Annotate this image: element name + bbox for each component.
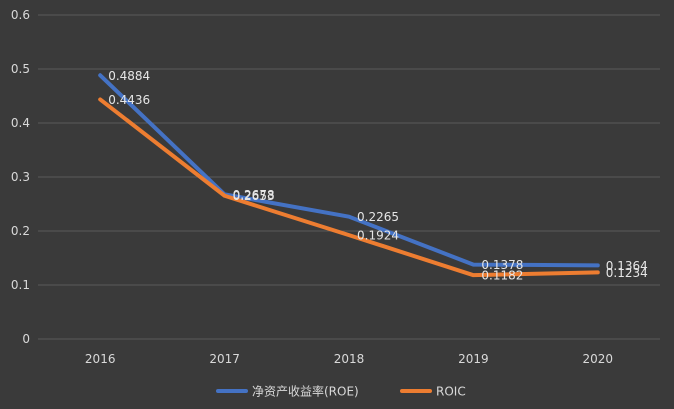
y-tick-label: 0.1 (11, 278, 30, 292)
data-label-roic: 0.1924 (357, 229, 399, 243)
data-label-roic: 0.2653 (233, 189, 275, 203)
gridlines (38, 14, 660, 340)
legend-label-roic: ROIC (436, 385, 466, 399)
data-label-roic: 0.1182 (481, 269, 523, 283)
data-labels: 0.4884 0.2678 0.2265 0.1378 0.1364 0.4436 0.26… (108, 69, 648, 283)
series-lines (98, 73, 600, 278)
y-axis-tick-labels: 0 0.1 0.2 0.3 0.4 0.5 0.6 (11, 8, 30, 346)
x-tick-label: 2020 (583, 352, 614, 366)
x-tick-label: 2017 (209, 352, 240, 366)
data-label-roe: 0.1378 (481, 258, 523, 272)
y-tick-label: 0.4 (11, 116, 30, 130)
data-label-roe: 0.2678 (233, 188, 275, 202)
y-tick-label: 0.3 (11, 170, 30, 184)
y-tick-label: 0 (22, 332, 30, 346)
data-label-roe: 0.4884 (108, 69, 150, 83)
x-tick-label: 2018 (334, 352, 365, 366)
legend-label-roe: 净资产收益率(ROE) (252, 384, 359, 399)
data-label-roe: 0.2265 (357, 210, 399, 224)
y-tick-label: 0.5 (11, 62, 30, 76)
data-label-roe: 0.1364 (606, 259, 648, 273)
x-axis-tick-labels: 2016 2017 2018 2019 2020 (85, 352, 613, 366)
legend: 净资产收益率(ROE) ROIC (216, 384, 466, 399)
data-label-roic: 0.1234 (606, 266, 648, 280)
y-tick-label: 0.6 (11, 8, 30, 22)
y-tick-label: 0.2 (11, 224, 30, 238)
x-tick-label: 2016 (85, 352, 116, 366)
data-label-roic: 0.4436 (108, 93, 150, 107)
x-tick-label: 2019 (458, 352, 489, 366)
